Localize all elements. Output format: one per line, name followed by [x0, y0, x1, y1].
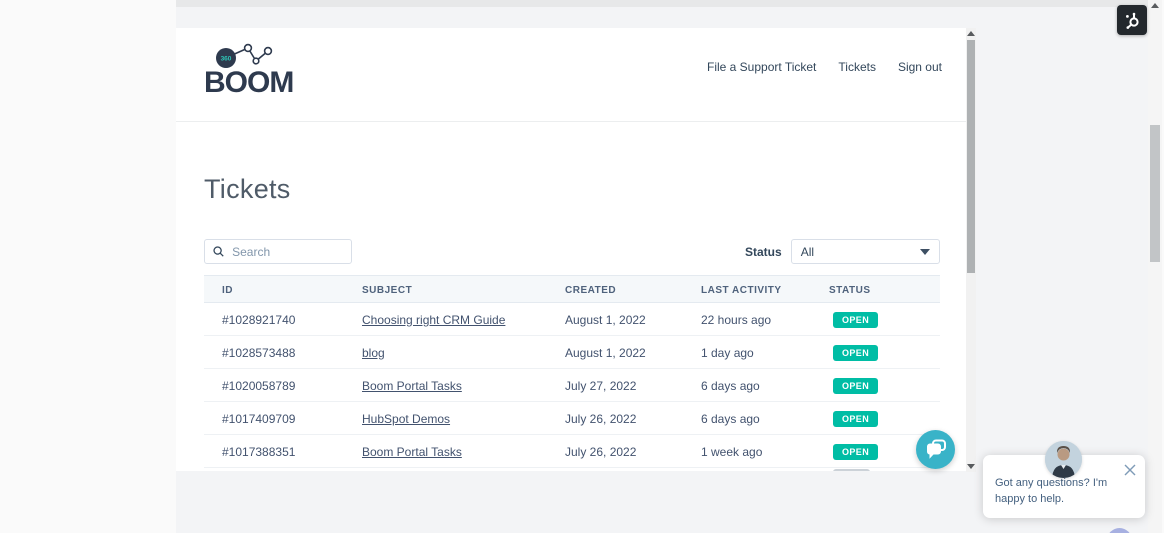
- status-badge: OPEN: [833, 377, 879, 394]
- ticket-created: August 1, 2022: [565, 345, 646, 360]
- status-filter-value: All: [800, 244, 815, 259]
- boom-logo[interactable]: 360 BOOM: [204, 42, 324, 108]
- search-input[interactable]: [232, 244, 343, 259]
- hubspot-sprocket-icon: [1125, 12, 1139, 29]
- tickets-table: ID SUBJECT CREATED LAST ACTIVITY STATUS …: [204, 275, 940, 468]
- ticket-created: August 1, 2022: [565, 312, 646, 327]
- browser-scrollbar[interactable]: [1148, 0, 1162, 533]
- status-filter-label: Status: [745, 244, 782, 259]
- ticket-id: #1017388351: [222, 444, 296, 459]
- ticket-created: July 26, 2022: [565, 444, 637, 459]
- nav-tickets[interactable]: Tickets: [838, 60, 876, 74]
- table-row: #1028573488 blog August 1, 2022 1 day ag…: [204, 336, 940, 369]
- portal-card: 360 BOOM File a Support Ticket Tickets S…: [176, 28, 966, 471]
- ticket-subject-link[interactable]: Boom Portal Tasks: [362, 444, 462, 459]
- ticket-last-activity: 6 days ago: [701, 378, 760, 393]
- status-badge: OPEN: [833, 410, 879, 427]
- ticket-subject-link[interactable]: blog: [362, 345, 385, 360]
- top-strip: [176, 0, 1148, 7]
- ticket-id: #1017409709: [222, 411, 296, 426]
- browser-scrollbar-thumb[interactable]: [1150, 125, 1160, 262]
- table-row: #1020058789 Boom Portal Tasks July 27, 2…: [204, 369, 940, 402]
- status-badge: OPEN: [833, 311, 879, 328]
- ticket-id: #1028921740: [222, 312, 296, 327]
- ticket-last-activity: 1 day ago: [701, 345, 754, 360]
- chat-launcher-button[interactable]: [916, 430, 955, 469]
- peek-widget-circle: [1107, 528, 1132, 533]
- column-header-status: STATUS: [829, 284, 871, 296]
- portal-header: 360 BOOM File a Support Ticket Tickets S…: [176, 28, 966, 122]
- logo-constellation-icon: 360: [216, 43, 273, 68]
- ticket-subject-link[interactable]: Choosing right CRM Guide: [362, 312, 506, 327]
- close-icon[interactable]: [1124, 464, 1136, 476]
- status-badge: OPEN: [833, 443, 879, 460]
- ticket-id: #1028573488: [222, 345, 296, 360]
- scroll-up-icon[interactable]: [1151, 3, 1159, 8]
- chevron-down-icon: [920, 248, 930, 255]
- status-badge: OPEN: [833, 344, 879, 361]
- nav-file-support-ticket[interactable]: File a Support Ticket: [707, 60, 817, 74]
- scroll-up-icon[interactable]: [967, 31, 975, 36]
- table-row: #1017388351 Boom Portal Tasks July 26, 2…: [204, 435, 940, 468]
- table-row-clipped: [204, 468, 940, 471]
- status-filter: Status All: [745, 239, 940, 264]
- status-filter-select[interactable]: All: [790, 239, 940, 264]
- nav-sign-out[interactable]: Sign out: [897, 60, 942, 74]
- column-header-created: CREATED: [565, 284, 617, 296]
- hubspot-button[interactable]: [1117, 5, 1147, 35]
- column-header-id: ID: [222, 284, 233, 296]
- ticket-subject-link[interactable]: Boom Portal Tasks: [362, 378, 462, 393]
- top-nav: File a Support Ticket Tickets Sign out: [707, 60, 942, 74]
- ticket-last-activity: 6 days ago: [701, 411, 760, 426]
- chat-message: Got any questions? I'm happy to help.: [995, 477, 1108, 505]
- page-title: Tickets: [204, 174, 291, 204]
- search-box[interactable]: [204, 239, 352, 264]
- ticket-last-activity: 22 hours ago: [701, 312, 772, 327]
- logo-badge-360: 360: [221, 56, 232, 63]
- ticket-subject-link[interactable]: HubSpot Demos: [362, 411, 451, 426]
- chat-bubbles-icon: [926, 439, 946, 459]
- table-header-row: ID SUBJECT CREATED LAST ACTIVITY STATUS: [204, 275, 940, 303]
- status-badge-clipped: [833, 469, 870, 471]
- logo-wordmark: BOOM: [204, 66, 294, 99]
- table-row: #1017409709 HubSpot Demos July 26, 2022 …: [204, 402, 940, 435]
- table-row: #1028921740 Choosing right CRM Guide Aug…: [204, 303, 940, 336]
- ticket-id: #1020058789: [222, 378, 296, 393]
- column-header-last-activity: LAST ACTIVITY: [701, 284, 782, 296]
- portal-scrollbar[interactable]: [966, 28, 976, 472]
- column-header-subject: SUBJECT: [362, 284, 413, 296]
- ticket-created: July 27, 2022: [565, 378, 637, 393]
- ticket-created: July 26, 2022: [565, 411, 637, 426]
- scroll-down-icon[interactable]: [967, 464, 975, 469]
- agent-avatar: [1045, 441, 1082, 478]
- ticket-last-activity: 1 week ago: [701, 444, 763, 459]
- search-icon: [213, 246, 224, 257]
- portal-scrollbar-thumb[interactable]: [967, 40, 975, 273]
